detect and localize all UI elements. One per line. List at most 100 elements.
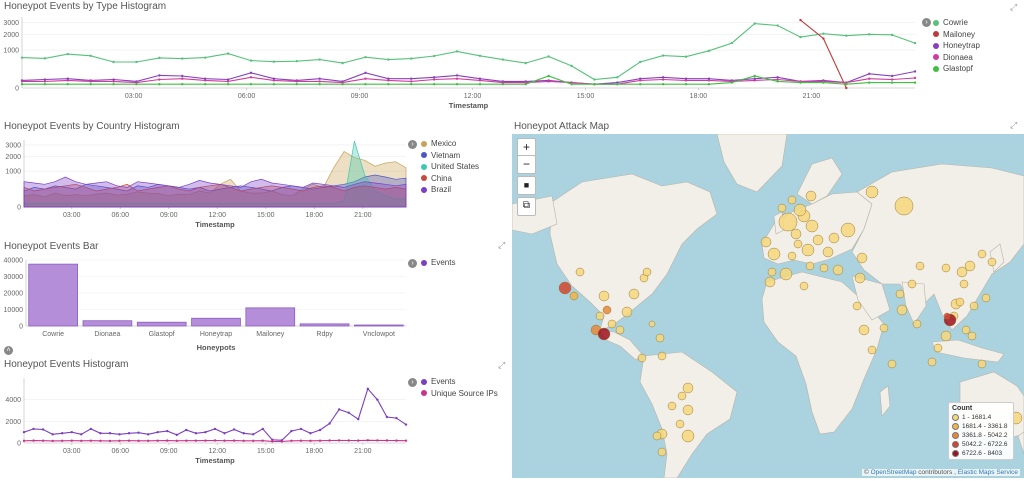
attack-bubble[interactable]: [896, 304, 908, 316]
attack-bubble[interactable]: [852, 301, 862, 311]
attack-bubble[interactable]: [652, 431, 662, 441]
attack-bubble[interactable]: [677, 391, 687, 401]
expand-icon[interactable]: ⤢: [498, 360, 506, 370]
attack-bubble[interactable]: [895, 289, 905, 299]
expand-icon[interactable]: ⤢: [498, 240, 506, 250]
attack-bubble[interactable]: [941, 263, 951, 273]
attack-bubble[interactable]: [628, 288, 640, 300]
attack-bubble[interactable]: [655, 333, 665, 343]
attack-bubble[interactable]: [767, 267, 777, 277]
attack-bubble[interactable]: [854, 272, 866, 284]
expand-icon[interactable]: ⤢: [1010, 120, 1018, 130]
attack-bubble[interactable]: [915, 261, 925, 271]
attack-bubble[interactable]: [858, 324, 870, 336]
attack-bubble[interactable]: [977, 249, 987, 259]
attack-bubble[interactable]: [879, 323, 889, 333]
legend-item[interactable]: Honeytrap: [933, 40, 980, 52]
openstreetmap-link[interactable]: OpenStreetMap: [870, 469, 917, 476]
attack-bubble[interactable]: [764, 276, 776, 288]
attack-bubble[interactable]: [790, 228, 802, 240]
legend-toggle-icon[interactable]: ›: [408, 378, 417, 387]
attack-bubble[interactable]: [607, 319, 617, 329]
world-map[interactable]: [512, 134, 1024, 478]
attack-bubble[interactable]: [569, 291, 579, 301]
attack-bubble[interactable]: [682, 404, 694, 416]
attack-bubble[interactable]: [940, 330, 952, 342]
attack-bubble[interactable]: [602, 305, 612, 315]
attack-bubble[interactable]: [907, 279, 917, 289]
attack-bubble[interactable]: [681, 429, 695, 443]
attack-bubble[interactable]: [856, 252, 868, 264]
attack-bubble[interactable]: [595, 311, 605, 321]
attack-bubble[interactable]: [575, 267, 585, 277]
attack-bubble[interactable]: [801, 243, 815, 257]
attack-bubble[interactable]: [793, 239, 803, 249]
attack-bubble[interactable]: [887, 359, 897, 369]
attack-bubble[interactable]: [822, 246, 834, 258]
legend-toggle-icon[interactable]: ›: [408, 140, 417, 149]
attack-bubble[interactable]: [657, 351, 667, 361]
attack-bubble[interactable]: [865, 185, 879, 199]
attack-bubble[interactable]: [840, 222, 856, 238]
attack-bubble[interactable]: [967, 331, 977, 341]
attack-bubble[interactable]: [969, 301, 979, 311]
attack-bubble[interactable]: [977, 359, 987, 369]
attack-bubble[interactable]: [767, 247, 781, 261]
attack-bubble[interactable]: [933, 343, 943, 353]
draw-rectangle-button[interactable]: ■: [517, 176, 536, 195]
legend-item[interactable]: Glastopf: [933, 63, 980, 75]
attack-bubble[interactable]: [805, 190, 817, 202]
legend-item[interactable]: Dionaea: [933, 52, 980, 64]
collapse-icon[interactable]: ˄: [4, 346, 13, 355]
attack-bubble[interactable]: [657, 447, 667, 457]
legend-toggle-icon[interactable]: ›: [408, 259, 417, 268]
attack-bubble[interactable]: [777, 203, 787, 213]
attack-bubble[interactable]: [961, 325, 971, 335]
attack-bubble[interactable]: [637, 353, 647, 363]
attack-bubble[interactable]: [558, 281, 572, 295]
legend-toggle-icon[interactable]: ›: [922, 18, 931, 27]
attack-bubble[interactable]: [867, 345, 877, 355]
attack-bubble[interactable]: [799, 281, 809, 291]
attack-bubble[interactable]: [760, 236, 772, 248]
attack-bubble[interactable]: [819, 263, 829, 273]
attack-bubble[interactable]: [959, 279, 969, 289]
attack-bubble[interactable]: [648, 320, 656, 328]
attack-bubble[interactable]: [621, 306, 633, 318]
elastic-maps-link[interactable]: Elastic Maps Service: [957, 469, 1019, 476]
legend-item[interactable]: Unique Source IPs: [421, 388, 498, 400]
attack-bubble[interactable]: [943, 312, 951, 320]
attack-bubble[interactable]: [682, 382, 694, 394]
attack-bubble[interactable]: [964, 260, 976, 272]
legend-item[interactable]: Mailoney: [933, 29, 980, 41]
attack-bubble[interactable]: [805, 261, 815, 271]
legend-item[interactable]: Vietnam: [421, 150, 479, 162]
attack-bubble[interactable]: [981, 293, 991, 303]
attack-bubble[interactable]: [787, 251, 797, 261]
attack-bubble[interactable]: [955, 297, 965, 307]
attack-bubble[interactable]: [598, 290, 610, 302]
attack-bubble[interactable]: [597, 327, 611, 341]
attack-bubble[interactable]: [642, 267, 652, 277]
attack-bubble[interactable]: [912, 319, 922, 329]
legend-item[interactable]: Events: [421, 376, 498, 388]
attack-bubble[interactable]: [778, 212, 798, 232]
legend-item[interactable]: Brazil: [421, 184, 479, 196]
attack-bubble[interactable]: [675, 419, 685, 429]
attack-bubble[interactable]: [832, 264, 844, 276]
expand-icon[interactable]: ⤢: [1010, 2, 1018, 12]
attack-bubble[interactable]: [828, 232, 840, 244]
legend-item[interactable]: Events: [421, 257, 455, 269]
attack-bubble[interactable]: [667, 401, 677, 411]
attack-bubble[interactable]: [956, 266, 968, 278]
legend-item[interactable]: Mexico: [421, 138, 479, 150]
attack-bubble[interactable]: [779, 267, 793, 281]
legend-item[interactable]: United States: [421, 161, 479, 173]
legend-item[interactable]: China: [421, 173, 479, 185]
attack-bubble[interactable]: [894, 196, 914, 216]
attack-bubble[interactable]: [615, 325, 625, 335]
attack-bubble[interactable]: [987, 257, 997, 267]
zoom-out-button[interactable]: −: [517, 155, 536, 174]
legend-item[interactable]: Cowrie: [933, 17, 980, 29]
fit-bounds-button[interactable]: ⧉: [517, 197, 536, 216]
